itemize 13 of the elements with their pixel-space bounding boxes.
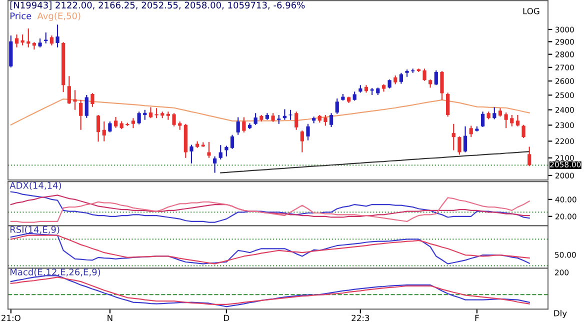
annotation: LOG	[523, 8, 540, 14]
chart-title: RSI(14,E,9)	[10, 226, 60, 234]
x-tick-label: F	[475, 314, 479, 322]
text: Avg(E,50)	[37, 12, 80, 22]
x-tick-label: 22:3	[352, 314, 370, 322]
chart-title: Macd(E,12,E,26,E,9)	[10, 268, 100, 276]
text: Price	[10, 12, 32, 20]
chart-title: ADX(14,14)	[10, 182, 62, 190]
x-tick-label: N	[108, 314, 112, 322]
x-tick-label: D	[224, 314, 230, 322]
text: Dly	[554, 310, 567, 318]
chart-title: [N19943] 2122.00, 2166.25, 2052.55, 2058.00, 1059713, -6.96%	[10, 2, 305, 10]
x-tick-label: 21:O	[2, 314, 20, 322]
